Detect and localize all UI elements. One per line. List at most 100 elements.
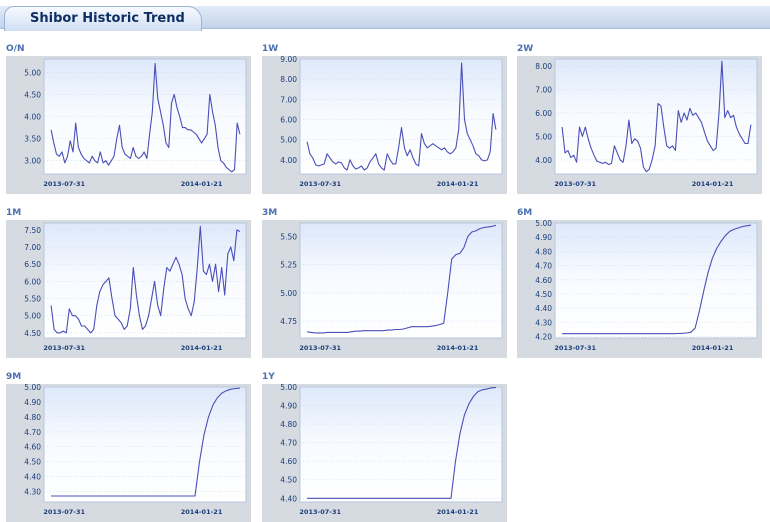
y-tick-label: 4.75 <box>280 317 297 326</box>
chart-frame: 5.00 4.90 4.80 4.70 4.60 4.50 4.40 4.30 4.20 2013… <box>517 220 762 358</box>
x-tick-label: 2013-07-31 <box>299 180 341 188</box>
y-tick-label: 4.60 <box>280 457 297 466</box>
chart-svg: 5.00 4.90 4.80 4.70 4.60 4.50 4.40 4.30 4.202013… <box>535 220 758 352</box>
series-line <box>307 224 497 334</box>
series-line <box>307 386 496 499</box>
page-title: Shibor Historic Trend <box>30 11 185 26</box>
chart-frame: 5.00 4.90 4.80 4.70 4.60 4.50 4.40 4.30 2013-07-… <box>6 384 251 522</box>
chart-svg: 5.50 5.25 5.00 4.75 2013-07-31 2014-01-21 <box>280 222 503 352</box>
x-tick-label: 2014-01-21 <box>692 180 734 188</box>
series-line <box>562 224 751 335</box>
chart-frame: 5.00 4.50 4.00 3.50 3.00 2013-07-31 2014-01-21 <box>6 56 251 194</box>
y-tick-label: 4.20 <box>535 333 552 342</box>
y-tick-label: 4.50 <box>280 476 297 485</box>
chart-title: 3M <box>262 208 278 218</box>
plot-area <box>299 58 503 175</box>
y-tick-label: 4.80 <box>535 247 552 256</box>
y-tick-label: 4.80 <box>280 420 297 429</box>
y-tick-label: 5.00 <box>24 68 41 77</box>
y-tick-label: 5.00 <box>280 136 297 145</box>
x-tick-label: 2013-07-31 <box>43 508 85 516</box>
series-line <box>51 387 240 497</box>
y-tick-label: 9.00 <box>280 56 297 64</box>
y-tick-label: 4.40 <box>24 473 41 482</box>
chart-title: 6M <box>517 208 533 218</box>
chart-title: 1M <box>6 208 22 218</box>
series-line <box>50 225 241 334</box>
plot-area <box>554 58 758 175</box>
chart-frame: 5.00 4.90 4.80 4.70 4.60 4.50 4.40 2013-07-31 20… <box>262 384 507 522</box>
x-tick-label: 2013-07-31 <box>554 344 596 352</box>
y-tick-label: 5.00 <box>24 384 41 392</box>
chart-frame: 5.50 5.25 5.00 4.75 2013-07-31 2014-01-21 <box>262 220 507 358</box>
x-tick-label: 2014-01-21 <box>437 180 479 188</box>
y-tick-label: 4.50 <box>24 329 41 338</box>
x-tick-label: 2014-01-21 <box>692 344 734 352</box>
y-tick-label: 5.00 <box>280 384 297 392</box>
chart-title: 1W <box>262 44 279 54</box>
plot-area <box>299 222 503 339</box>
y-tick-label: 6.00 <box>280 116 297 125</box>
chart-svg: 8.00 7.00 6.00 5.00 4.00 2013-07-31 2014-01-21 <box>535 58 758 188</box>
chart-panel-3m: 3M 5.50 5.25 5.00 4.75 2013-07-31 2014-01-21 <box>262 208 507 358</box>
y-tick-label: 4.70 <box>535 262 552 271</box>
y-tick-label: 4.90 <box>24 398 41 407</box>
x-tick-label: 2014-01-21 <box>181 344 223 352</box>
x-tick-label: 2013-07-31 <box>43 344 85 352</box>
y-tick-label: 4.00 <box>280 156 297 165</box>
y-tick-label: 4.30 <box>535 318 552 327</box>
plot-area <box>43 386 247 503</box>
y-tick-label: 5.00 <box>280 289 297 298</box>
plot-area <box>554 222 758 339</box>
y-tick-label: 4.00 <box>535 156 552 165</box>
page-header: Shibor Historic Trend <box>0 0 770 32</box>
chart-panel-6m: 6M 5.00 4.90 4.80 4.70 4.60 4.50 4.40 4.30 4.20 20… <box>517 208 762 358</box>
y-tick-label: 4.40 <box>280 494 297 503</box>
chart-title: O/N <box>6 44 25 54</box>
x-tick-label: 2013-07-31 <box>299 344 341 352</box>
chart-frame: 7.50 7.00 6.50 6.00 5.50 5.00 4.50 2013-07-31 20… <box>6 220 251 358</box>
header-tab[interactable] <box>4 6 202 31</box>
y-tick-label: 3.00 <box>24 157 41 166</box>
x-tick-label: 2014-01-21 <box>437 344 479 352</box>
chart-panel-1m: 1M 7.50 7.00 6.50 6.00 5.50 5.00 4.50 2013-07-31… <box>6 208 251 358</box>
y-tick-label: 4.70 <box>24 428 41 437</box>
y-tick-label: 4.60 <box>535 276 552 285</box>
y-tick-label: 6.50 <box>24 260 41 269</box>
chart-panel-on: O/N 5.00 4.50 4.00 3.50 3.00 2013-07-31 2014-01… <box>6 44 251 194</box>
y-tick-label: 4.90 <box>535 233 552 242</box>
chart-panel-1y: 1Y 5.00 4.90 4.80 4.70 4.60 4.50 4.40 2013-07-31… <box>262 372 507 522</box>
y-tick-label: 7.00 <box>535 86 552 95</box>
y-tick-label: 4.80 <box>24 413 41 422</box>
series-line <box>306 62 497 171</box>
y-tick-label: 4.90 <box>280 402 297 411</box>
y-tick-label: 8.00 <box>535 62 552 71</box>
plot-area <box>299 386 503 503</box>
y-tick-label: 6.00 <box>535 109 552 118</box>
x-tick-label: 2014-01-21 <box>437 508 479 516</box>
y-tick-label: 4.30 <box>24 488 41 497</box>
chart-panel-1w: 1W 9.00 8.00 7.00 6.00 5.00 4.00 2013-07-31 2014… <box>262 44 507 194</box>
y-tick-label: 6.00 <box>24 277 41 286</box>
y-tick-label: 7.50 <box>24 226 41 235</box>
y-tick-label: 5.00 <box>535 220 552 228</box>
y-tick-label: 5.50 <box>280 233 297 242</box>
y-tick-label: 3.50 <box>24 135 41 144</box>
y-tick-label: 8.00 <box>280 75 297 84</box>
y-tick-label: 5.50 <box>24 295 41 304</box>
x-tick-label: 2014-01-21 <box>181 180 223 188</box>
series-line <box>50 62 241 173</box>
y-tick-label: 7.00 <box>24 243 41 252</box>
y-tick-label: 5.25 <box>280 261 297 270</box>
plot-area <box>43 222 247 339</box>
y-tick-label: 4.60 <box>24 443 41 452</box>
x-tick-label: 2013-07-31 <box>554 180 596 188</box>
y-tick-label: 4.00 <box>24 113 41 122</box>
chart-svg: 9.00 8.00 7.00 6.00 5.00 4.00 2013-07-31 2014-0… <box>280 56 503 188</box>
x-tick-label: 2014-01-21 <box>181 508 223 516</box>
y-tick-label: 5.00 <box>24 312 41 321</box>
y-tick-label: 4.50 <box>535 290 552 299</box>
chart-panel-2w: 2W 8.00 7.00 6.00 5.00 4.00 2013-07-31 2014-01-… <box>517 44 762 194</box>
chart-title: 2W <box>517 44 534 54</box>
